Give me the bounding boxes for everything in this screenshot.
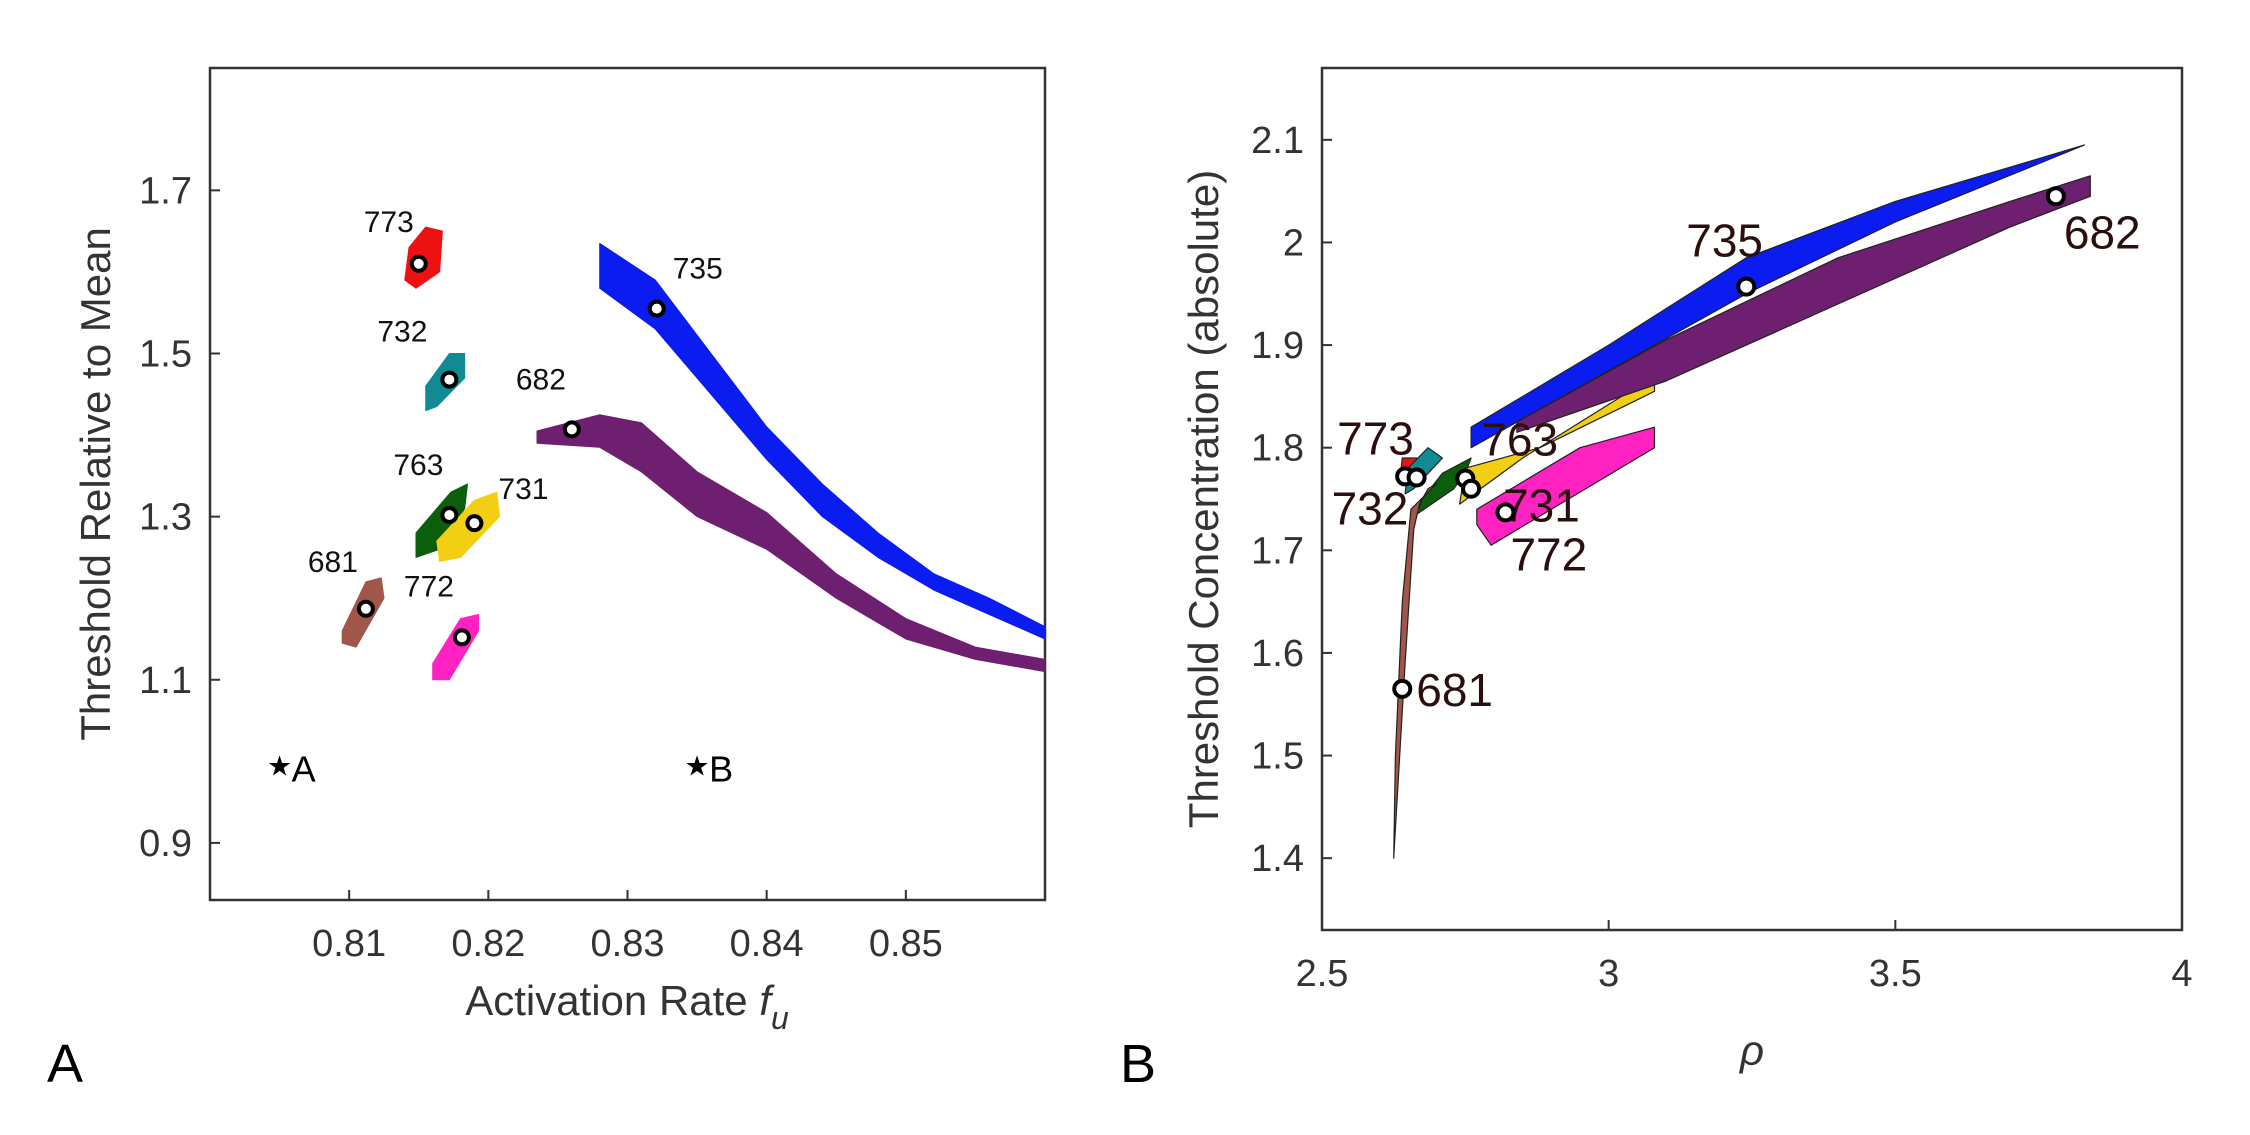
panel-b-point-label-682: 682 bbox=[2064, 206, 2141, 258]
panel-b-point-732 bbox=[1406, 467, 1427, 488]
panel-a-y-tick-label: 1.1 bbox=[139, 660, 192, 702]
panel-b-point-label-773: 773 bbox=[1337, 412, 1414, 464]
panel-b-y-tick-label: 1.4 bbox=[1251, 838, 1304, 880]
panel-b-y-tick-label: 1.5 bbox=[1251, 736, 1304, 778]
reference-label-a: A bbox=[292, 748, 316, 789]
panel-a-point-label-735: 735 bbox=[673, 253, 723, 286]
panel-a-y-tick-label: 1.7 bbox=[139, 170, 192, 212]
panel-b-region-682 bbox=[1516, 175, 2091, 433]
panel-a-region-735 bbox=[599, 242, 1046, 640]
panel-a-x-axis-label-text: Activation Rate bbox=[465, 977, 747, 1024]
panel-a-point-681 bbox=[356, 599, 375, 618]
panel-b-point-735 bbox=[1736, 276, 1757, 297]
panel-b-y-tick-label: 2 bbox=[1283, 222, 1304, 264]
panel-a-point-label-682: 682 bbox=[516, 363, 566, 396]
panel-b-ticks: 2.5 3 3.5 4 1.4 1.5 1.6 1.7 1.8 1.9 2 2.1 bbox=[1251, 120, 2192, 995]
panel-b-x-tick-label: 4 bbox=[2171, 953, 2192, 995]
panel-a-x-tick-label: 0.81 bbox=[312, 923, 386, 965]
panel-a-x-tick-label: 0.84 bbox=[730, 923, 804, 965]
panel-b-point-731 bbox=[1461, 478, 1482, 499]
panel-b-point-label-763: 763 bbox=[1481, 413, 1558, 465]
panel-a-point-label-772: 772 bbox=[404, 570, 454, 603]
panel-b-y-tick-label: 1.8 bbox=[1251, 428, 1304, 470]
panel-b-point-682 bbox=[2045, 186, 2066, 207]
panel-b-point-772 bbox=[1495, 502, 1516, 523]
panel-a-x-axis-label: Activation Rate fu bbox=[465, 977, 789, 1036]
panel-b-tag: B bbox=[1120, 1034, 1156, 1094]
panel-a-point-731 bbox=[465, 514, 484, 533]
panel-a-point-682 bbox=[562, 420, 581, 439]
panel-b-point-label-681: 681 bbox=[1416, 664, 1493, 716]
panel-a-point-label-681: 681 bbox=[308, 546, 358, 579]
panel-b-y-tick-label: 1.6 bbox=[1251, 633, 1304, 675]
panel-b-y-axis-label: Threshold Concentration (absolute) bbox=[1180, 170, 1227, 828]
panel-a-point-732 bbox=[440, 370, 459, 389]
panel-a-ticks: 0.81 0.82 0.83 0.84 0.85 0.9 1.1 1.3 1.5 1.7 bbox=[139, 170, 943, 965]
panel-a-y-tick-label: 0.9 bbox=[139, 823, 192, 865]
panel-a-point-label-773: 773 bbox=[364, 206, 414, 239]
panel-a-x-tick-label: 0.85 bbox=[869, 923, 943, 965]
panel-b-point-label-772: 772 bbox=[1510, 528, 1587, 580]
panel-a-point-label-732: 732 bbox=[377, 316, 427, 349]
reference-star-b: ★ bbox=[685, 749, 710, 782]
reference-label-b: B bbox=[709, 748, 733, 789]
panel-a-point-735 bbox=[647, 299, 666, 318]
panel-b-point-label-732: 732 bbox=[1332, 482, 1409, 534]
panel-a-y-tick-label: 1.5 bbox=[139, 333, 192, 375]
panel-a-y-tick-label: 1.3 bbox=[139, 497, 192, 539]
panel-b-x-tick-label: 3 bbox=[1598, 953, 1619, 995]
panel-a-axes-frame bbox=[208, 66, 1047, 902]
panel-a-point-772 bbox=[452, 628, 471, 647]
panel-b-y-tick-label: 1.7 bbox=[1251, 530, 1304, 572]
panel-a-x-axis-subscript: u bbox=[771, 1000, 789, 1036]
panel-b-point-label-731: 731 bbox=[1503, 480, 1580, 532]
panel-a-tag: A bbox=[47, 1034, 83, 1094]
panel-b-x-axis-label: ρ bbox=[1738, 1027, 1764, 1074]
panel-a-point-label-763: 763 bbox=[393, 449, 443, 482]
reference-star-a: ★ bbox=[267, 749, 292, 782]
panel-a-x-tick-label: 0.82 bbox=[451, 923, 525, 965]
panel-a-point-label-731: 731 bbox=[498, 473, 548, 506]
panel-b-x-tick-label: 2.5 bbox=[1296, 953, 1349, 995]
panel-a-point-763 bbox=[440, 505, 459, 524]
panel-b-region-735 bbox=[1470, 144, 2086, 449]
panel-b-region-772 bbox=[1476, 426, 1656, 546]
panel-b-region-731 bbox=[1459, 375, 1656, 505]
panel-b-point-681 bbox=[1392, 678, 1413, 699]
panel-b-point-label-735: 735 bbox=[1686, 215, 1763, 267]
panel-a-region-682 bbox=[536, 414, 1046, 673]
panel-a-point-773 bbox=[409, 254, 428, 273]
panel-a-x-tick-label: 0.83 bbox=[591, 923, 665, 965]
panel-b-y-tick-label: 2.1 bbox=[1251, 120, 1304, 162]
panel-b-region-681 bbox=[1393, 483, 1438, 859]
panel-a-y-axis-label: Threshold Relative to Mean bbox=[72, 227, 119, 741]
panel-b-y-tick-label: 1.9 bbox=[1251, 325, 1304, 367]
panel-b-x-tick-label: 3.5 bbox=[1869, 953, 1922, 995]
